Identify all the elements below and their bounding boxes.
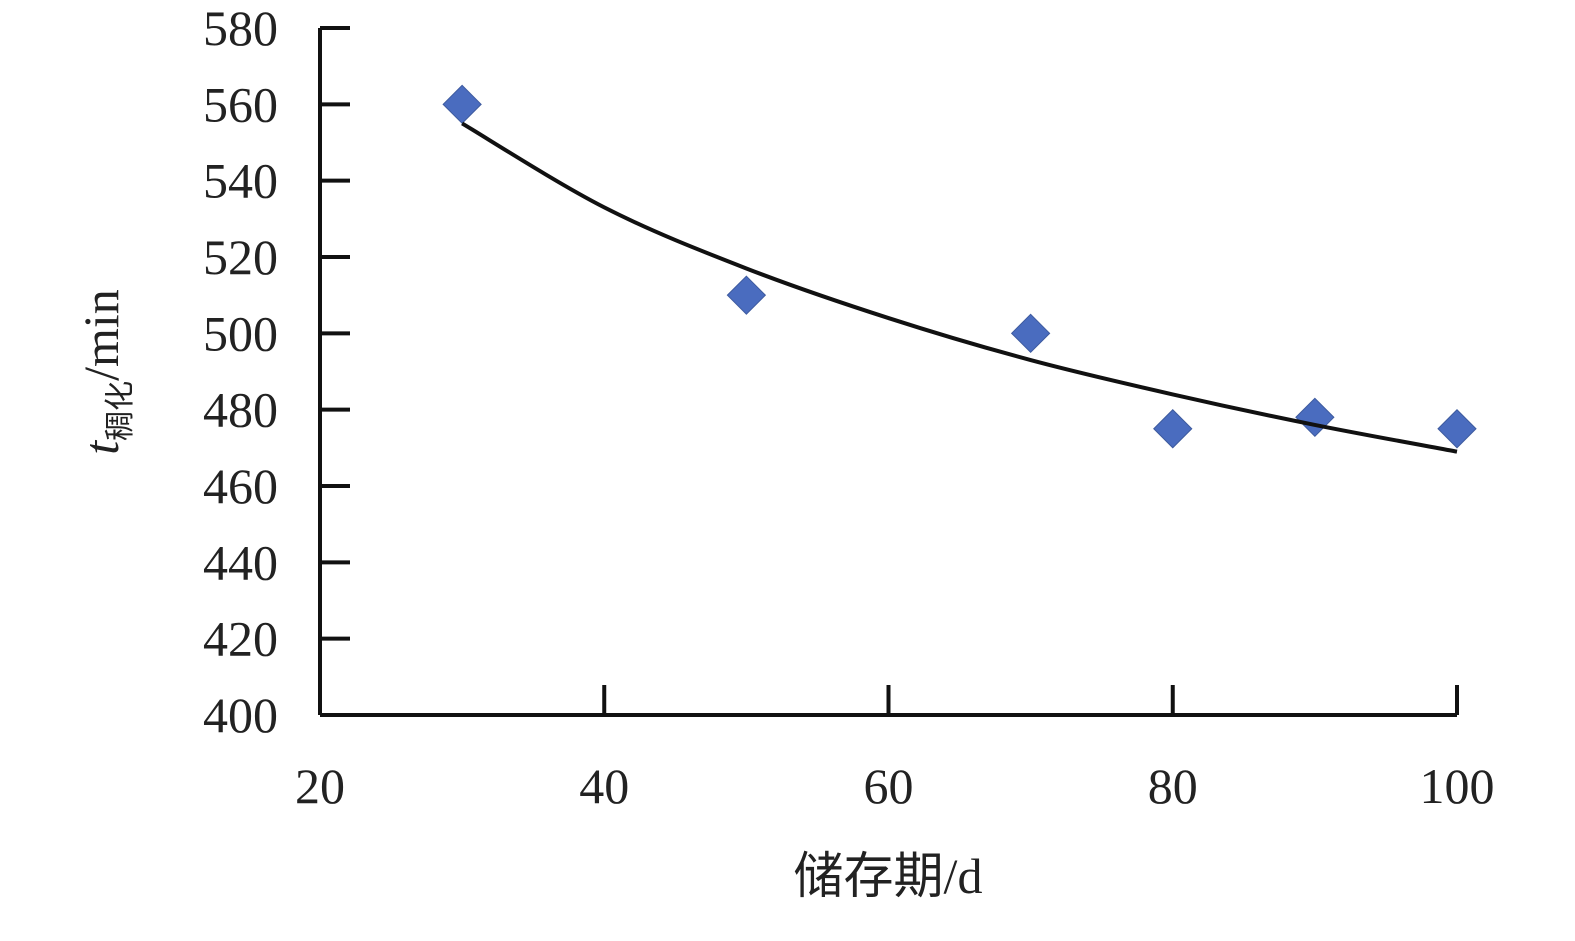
y-tick-label: 400 <box>203 687 278 743</box>
y-tick-label: 460 <box>203 458 278 514</box>
y-tick-label: 420 <box>203 611 278 667</box>
x-tick-label: 100 <box>1420 758 1495 814</box>
y-label-sub: 稠化 <box>104 381 137 441</box>
y-label-main: t <box>73 440 129 455</box>
data-point <box>1295 397 1335 438</box>
x-tick-label: 80 <box>1148 758 1198 814</box>
x-axis-label: 储存期/d <box>794 848 983 904</box>
y-tick-label: 500 <box>203 305 278 361</box>
y-tick-label: 580 <box>203 0 278 56</box>
data-point <box>1437 409 1477 449</box>
data-point <box>1153 409 1193 449</box>
y-tick-label: 540 <box>203 153 278 209</box>
y-tick-label: 520 <box>203 229 278 285</box>
y-tick-label: 440 <box>203 534 278 590</box>
x-tick-label: 20 <box>295 758 345 814</box>
data-point <box>1010 313 1051 354</box>
y-tick-label: 480 <box>203 382 278 438</box>
y-label-unit: /min <box>73 289 129 381</box>
data-point <box>442 84 482 125</box>
y-tick-label: 560 <box>203 76 278 132</box>
data-point <box>726 275 767 315</box>
x-tick-label: 40 <box>579 758 629 814</box>
trendline <box>461 121 1458 454</box>
y-axis-label: t稠化/min <box>73 289 137 455</box>
x-tick-label: 60 <box>864 758 914 814</box>
